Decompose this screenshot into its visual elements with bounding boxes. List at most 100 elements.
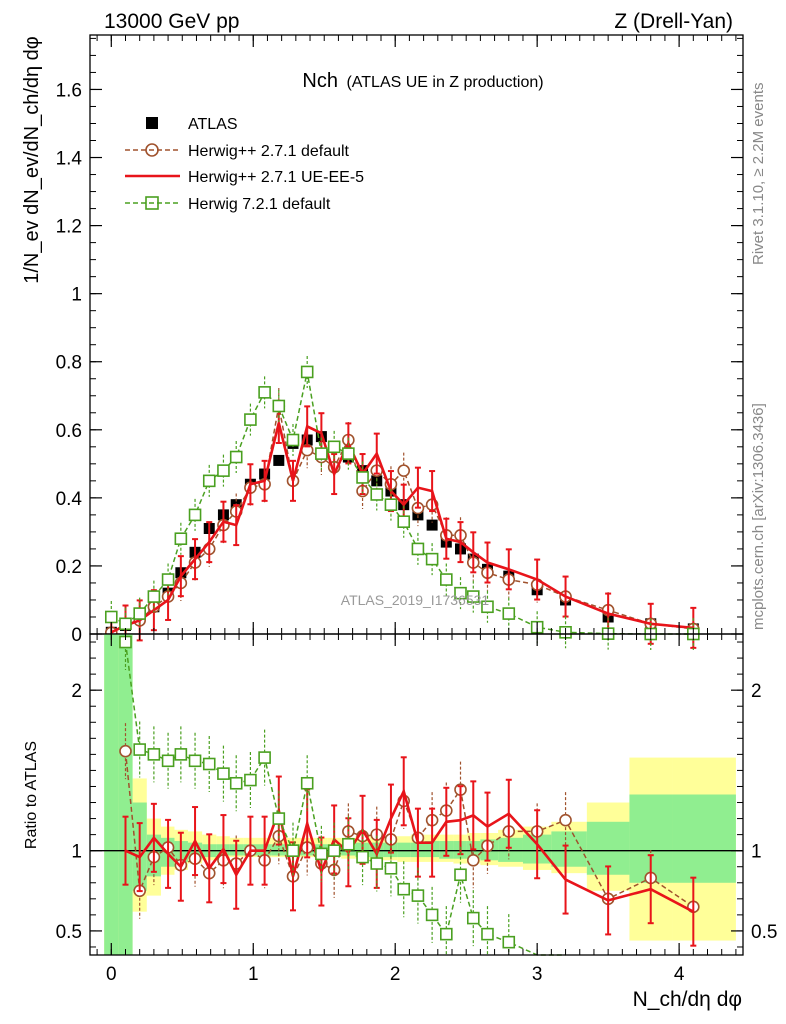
ratio-herwig721-point xyxy=(300,776,314,790)
mcplots-label: mcplots.cern.ch [arXiv:1306.3436] xyxy=(750,403,767,630)
herwig721-point xyxy=(229,450,243,464)
ratio-panel-frame xyxy=(89,633,744,956)
herwig721-point xyxy=(217,464,230,477)
legend: ATLAS Herwig++ 2.7.1 default Herwig++ 2.… xyxy=(125,116,364,213)
series-line-herwigpp_ueee5 xyxy=(110,422,694,634)
herwig721-point xyxy=(300,365,314,379)
herwig721-point xyxy=(272,399,286,413)
ratio-uncertainty-bands xyxy=(90,634,743,955)
legend-atlas-label: ATLAS xyxy=(188,116,238,133)
chart-title: Nch (ATLAS UE in Z production) xyxy=(302,70,543,92)
herwig721-point xyxy=(454,586,467,600)
atlas-data-point xyxy=(412,509,424,521)
legend-herwig721-marker xyxy=(145,196,159,210)
herwig721-point xyxy=(161,573,175,586)
ratio-herwig721-point xyxy=(327,844,341,857)
ratio-herwig721-point xyxy=(356,850,369,864)
ratio-herwig721-point xyxy=(217,767,230,780)
main-y-tick-label: 0 xyxy=(71,625,82,646)
herwig721-point xyxy=(133,607,146,620)
ratio-y-tick-label: 0.5 xyxy=(56,922,82,943)
ratio-herwig721-point xyxy=(466,911,480,925)
ratio-herwigpp-default-point xyxy=(119,744,132,758)
herwig721-point xyxy=(384,498,398,511)
herwig721-point xyxy=(356,471,369,484)
x-axis-label: N_ch/dη dφ xyxy=(633,988,742,1011)
ratio-band-green-bin xyxy=(397,842,411,858)
ratio-band-green-bin xyxy=(672,794,736,883)
main-y-tick-label: 0.8 xyxy=(56,353,82,374)
herwig721-point xyxy=(481,600,494,614)
legend-herwigpp-default-label: Herwig++ 2.7.1 default xyxy=(188,143,350,160)
main-y-tick-label: 1 xyxy=(71,285,82,306)
ratio-herwig721-point xyxy=(384,862,398,875)
analysis-watermark: ATLAS_2019_I1736531 xyxy=(341,592,490,608)
main-y-tick-label: 1.6 xyxy=(56,80,82,101)
ratio-herwig721-point xyxy=(174,748,188,761)
ratio-herwig721-point xyxy=(202,757,216,771)
main-axes: 0 0.2 0.4 0.6 0.8 1 1.2 1.4 1.6 xyxy=(56,35,743,646)
ratio-herwigpp-default-point xyxy=(466,854,480,867)
herwig721-point xyxy=(425,552,439,566)
ratio-herwig721-point xyxy=(411,889,425,902)
ratio-y-tick-label: 1 xyxy=(71,842,82,863)
legend-herwig721-label: Herwig 7.2.1 default xyxy=(188,196,331,213)
herwig721-point xyxy=(119,617,132,631)
series-line-herwigpp_default xyxy=(110,405,694,634)
herwig721-point xyxy=(411,542,425,556)
ratio-herwigpp-default-point xyxy=(559,813,572,827)
herwig721-point xyxy=(202,474,216,488)
rivet-version-label: Rivet 3.1.10, ≥ 2.2M events xyxy=(750,83,767,266)
main-y-tick-label: 1.4 xyxy=(56,149,83,170)
ratio-herwig721-point xyxy=(272,812,286,825)
herwig721-point xyxy=(286,433,300,447)
ratio-herwig721-point xyxy=(161,754,175,768)
ratio-herwig721-point xyxy=(342,837,355,851)
ratio-herwig721-point xyxy=(286,844,300,857)
ratio-herwig721-point xyxy=(397,882,411,896)
x-tick-label: 4 xyxy=(674,964,685,985)
herwig721-point xyxy=(188,508,202,522)
chart-title-sub: (ATLAS UE in Z production) xyxy=(346,74,543,91)
ratio-y-tick-label-right: 1 xyxy=(751,842,762,863)
herwig721-point xyxy=(258,386,271,399)
atlas-data-point xyxy=(273,454,285,466)
main-panel: 0 0.2 0.4 0.6 0.8 1 1.2 1.4 1.6 xyxy=(56,34,744,654)
ratio-y-tick-label-right: 0.5 xyxy=(751,922,777,943)
main-y-axis-label: 1/N_ev dN_ev/dN_ch/dη dφ xyxy=(21,36,43,284)
ratio-herwig721-point xyxy=(454,868,467,882)
herwig721-point xyxy=(147,590,161,603)
ratio-herwig721-point xyxy=(133,743,146,756)
herwigpp-default-point xyxy=(397,464,411,477)
herwig721-point xyxy=(342,447,355,460)
ratio-herwig721-point xyxy=(481,927,494,941)
ratio-herwig721-point xyxy=(315,847,328,861)
legend-herwigpp-default-marker xyxy=(145,143,159,157)
series-line-herwig721 xyxy=(110,371,694,635)
legend-atlas-marker xyxy=(146,117,158,129)
ratio-herwig721-point xyxy=(188,754,202,768)
process-label: Z (Drell-Yan) xyxy=(614,10,733,33)
ratio-panel: 0.5 0.5 1 1 2 2 0 1 2 3 4 xyxy=(56,633,777,985)
herwig721-point xyxy=(397,515,411,528)
ratio-herwig721-point xyxy=(370,857,384,870)
herwig721-point xyxy=(466,590,480,603)
herwig721-point xyxy=(244,413,257,426)
legend-herwigpp-ueee5-label: Herwig++ 2.7.1 UE-EE-5 xyxy=(188,169,364,186)
x-tick-label: 1 xyxy=(248,964,259,985)
ratio-herwig721-point xyxy=(425,908,439,922)
ratio-herwig721-point xyxy=(440,927,453,941)
herwig721-point xyxy=(315,447,328,460)
ratio-band-green-bin xyxy=(118,634,133,955)
herwig721-point xyxy=(104,610,118,624)
ratio-axes: 0.5 0.5 1 1 2 2 0 1 2 3 4 xyxy=(56,634,777,985)
herwig721-point xyxy=(440,573,453,586)
x-tick-label: 2 xyxy=(390,964,401,985)
herwig721-point xyxy=(370,488,384,501)
main-y-tick-label: 0.4 xyxy=(56,489,83,510)
main-y-axis-label-text: 1/N_ev dN_ev/dN_ch/dη dφ xyxy=(21,36,43,284)
ratio-band-green-bin xyxy=(498,837,523,862)
atlas-data-point xyxy=(426,519,438,531)
herwig721-point xyxy=(174,532,188,546)
